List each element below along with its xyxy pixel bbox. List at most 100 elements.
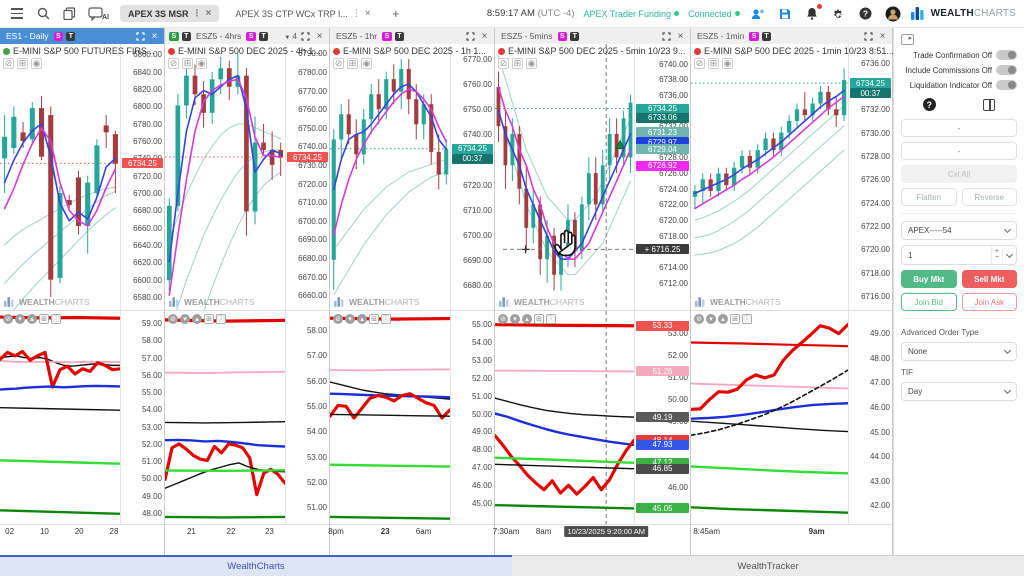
indicator-pane[interactable]: ⊘ ▾ ▴ ⊞ ⓘ 42.00 43.00 44.00 45.00 46.00 47.00 48.00… <box>689 310 892 524</box>
join-ask-button[interactable]: Join Ask <box>961 293 1017 311</box>
indicator-info-icon[interactable]: ⓘ <box>51 314 61 324</box>
price-axis[interactable]: 6680.006690.006700.006710.006720.006730.… <box>450 44 494 310</box>
price-chart-area[interactable]: E-MINI S&P 500 DEC 2025 - 1h 1... ⊘ ⊞ ◉ WEAL… <box>330 44 494 310</box>
collapse-panel-icon[interactable] <box>901 34 914 45</box>
indicator-axis[interactable]: 42.00 43.00 44.00 45.00 46.00 47.00 48.00 49.00 <box>848 311 892 524</box>
close-icon[interactable]: × <box>316 30 323 42</box>
move-up-icon[interactable]: ▴ <box>357 314 367 324</box>
move-down-icon[interactable]: ▾ <box>345 314 355 324</box>
indicator-toolbar[interactable]: ⊘ ▾ ▴ ⊞ ⓘ <box>168 314 226 324</box>
expand-icon[interactable] <box>135 31 146 42</box>
chart-tool-icons[interactable]: ⊘ ⊞ ◉ <box>333 58 372 69</box>
workspace-tab-1[interactable]: APEX 3S MSR ⋮ × <box>120 5 220 22</box>
add-icon[interactable]: ⊞ <box>708 58 719 69</box>
add-icon[interactable]: ⊞ <box>347 58 358 69</box>
eye-icon[interactable]: ◉ <box>196 58 207 69</box>
pnl-field[interactable]: - <box>901 142 1017 160</box>
indicator-plot[interactable] <box>163 311 287 524</box>
price-chart-area[interactable]: E-MINI S&P 500 FUTURES FIRS... ⊘ ⊞ ◉ WEALTHC… <box>0 44 164 322</box>
move-down-icon[interactable]: ▾ <box>15 314 25 324</box>
move-up-icon[interactable]: ▴ <box>522 314 532 324</box>
add-indicator-icon[interactable]: ⊞ <box>39 314 49 324</box>
hide-icon[interactable]: ⊘ <box>694 314 704 324</box>
price-plot[interactable] <box>165 44 285 426</box>
tab-wealthtracker[interactable]: WealthTracker <box>512 555 1024 576</box>
dom-view-icon[interactable] <box>983 98 996 111</box>
reverse-button[interactable]: Reverse <box>961 188 1017 206</box>
hide-icon[interactable]: ⊘ <box>333 314 343 324</box>
hide-icon[interactable]: ⊘ <box>3 314 13 324</box>
notifications-icon[interactable] <box>803 3 822 23</box>
price-plot[interactable] <box>330 44 450 310</box>
chart-tool-icons[interactable]: ⊘ ⊞ ◉ <box>3 58 42 69</box>
indicator-toolbar[interactable]: ⊘ ▾ ▴ ⊞ ⓘ <box>498 314 556 324</box>
chart-tool-icons[interactable]: ⊘ ⊞ ◉ <box>168 58 207 69</box>
panel-header[interactable]: S T ESZ5 - 4hrs S T ▼ 4 × <box>165 28 329 44</box>
include-commissions-toggle[interactable] <box>996 65 1017 75</box>
tab-close-icon[interactable]: × <box>205 8 212 19</box>
chart-tool-icons[interactable]: ⊘ ⊞ ◉ <box>694 58 733 69</box>
add-icon[interactable]: ⊞ <box>512 58 523 69</box>
add-indicator-icon[interactable]: ⊞ <box>204 314 214 324</box>
add-tab-button[interactable]: + <box>391 6 400 21</box>
panel-header[interactable]: ESZ5 - 5mins S T × <box>495 28 690 44</box>
indicator-plot[interactable] <box>0 311 122 524</box>
workspace-tab-2[interactable]: APEX 3S CTP WCx TRP I... ⋮ × <box>227 5 378 22</box>
add-icon[interactable]: ⊞ <box>17 58 28 69</box>
indicator-toolbar[interactable]: ⊘ ▾ ▴ ⊞ ⓘ <box>694 314 752 324</box>
indicator-axis[interactable]: 45.00 46.00 47.00 48.00 49.00 50.00 51.00 52.00… <box>450 311 494 524</box>
quantity-preset-chevron[interactable] <box>1002 246 1016 264</box>
tab-options-icon[interactable]: ⋮ <box>351 8 361 18</box>
panel-header[interactable]: ESZ5 - 1min S T × <box>691 28 892 44</box>
flatten-button[interactable]: Flatten <box>901 188 957 206</box>
eye-icon[interactable]: ◉ <box>361 58 372 69</box>
price-axis[interactable]: 6712.006714.006716.006718.006720.006722.… <box>634 44 690 310</box>
move-up-icon[interactable]: ▴ <box>192 314 202 324</box>
liquidation-indicator-toggle[interactable] <box>996 80 1017 90</box>
price-plot[interactable] <box>0 44 120 322</box>
trade-confirmation-toggle[interactable] <box>996 50 1017 60</box>
move-up-icon[interactable]: ▴ <box>718 314 728 324</box>
account-select[interactable]: APEX-----54 <box>901 221 1017 240</box>
close-icon[interactable]: × <box>677 30 684 42</box>
price-plot[interactable] <box>495 44 634 310</box>
indicator-axis[interactable]: 51.00 52.00 53.00 54.00 55.00 56.00 57.00 58.00 <box>285 311 329 524</box>
add-indicator-icon[interactable]: ⊞ <box>369 314 379 324</box>
save-icon[interactable] <box>776 5 794 23</box>
price-chart-area[interactable]: E-MINI S&P 500 DEC 2025 - 4h 1... ⊘ ⊞ ◉ WEAL… <box>165 44 329 426</box>
indicator-info-icon[interactable]: ⓘ <box>216 314 226 324</box>
tab-wealthcharts[interactable]: WealthCharts <box>0 555 512 576</box>
move-up-icon[interactable]: ▴ <box>27 314 37 324</box>
expand-icon[interactable] <box>300 31 311 42</box>
hide-icon[interactable]: ⊘ <box>168 58 179 69</box>
indicator-pane[interactable]: ⊘▾▴⊞ⓘ 45.00 46.00 47.00 48.00 49.00 50.00 51.00… <box>328 310 494 524</box>
help-circle-icon[interactable]: ? <box>922 98 936 111</box>
sell-market-button[interactable]: Sell Mkt <box>961 270 1017 288</box>
join-bid-button[interactable]: Join Bid <box>901 293 957 311</box>
indicator-plot[interactable] <box>493 311 636 525</box>
hide-icon[interactable]: ⊘ <box>498 314 508 324</box>
hide-icon[interactable]: ⊘ <box>168 314 178 324</box>
menu-icon[interactable] <box>8 5 26 23</box>
price-plot[interactable] <box>691 44 848 310</box>
position-field[interactable]: - <box>901 119 1017 137</box>
indicator-toolbar[interactable]: ⊘ ▾ ▴ ⊞ ⓘ <box>333 314 391 324</box>
time-axis[interactable]: 8pm 23 6am <box>328 524 494 539</box>
advanced-order-type-select[interactable]: None <box>901 342 1017 361</box>
expand-icon[interactable] <box>863 31 874 42</box>
hide-icon[interactable]: ⊘ <box>694 58 705 69</box>
close-icon[interactable]: × <box>481 30 488 42</box>
time-axis[interactable]: 8:45am 9am <box>691 524 892 539</box>
quantity-stepper[interactable]: 1 + − <box>901 245 1017 265</box>
price-axis[interactable]: 6716.00 6718.00 6720.00 6722.00 6724.00 6726.… <box>848 44 892 310</box>
price-chart-area[interactable]: E-MINI S&P 500 DEC 2025 - 5min 10/23 9..… <box>495 44 690 310</box>
expand-icon[interactable] <box>661 31 672 42</box>
indicator-plot[interactable] <box>689 311 850 524</box>
indicator-pane[interactable]: ⊘ ▾ ▴ ⊞ ⓘ 51.00 52.00 53.00 54.00 55.00 56.00 57.00… <box>163 310 329 524</box>
time-axis[interactable]: 7:30am 8am 10/23/2025 9:20:00 AM <box>493 524 690 539</box>
eye-icon[interactable]: ◉ <box>31 58 42 69</box>
stepper-buttons[interactable]: + − <box>990 246 1002 264</box>
expand-icon[interactable] <box>465 31 476 42</box>
user-avatar[interactable] <box>884 5 902 23</box>
close-icon[interactable]: × <box>879 30 886 42</box>
